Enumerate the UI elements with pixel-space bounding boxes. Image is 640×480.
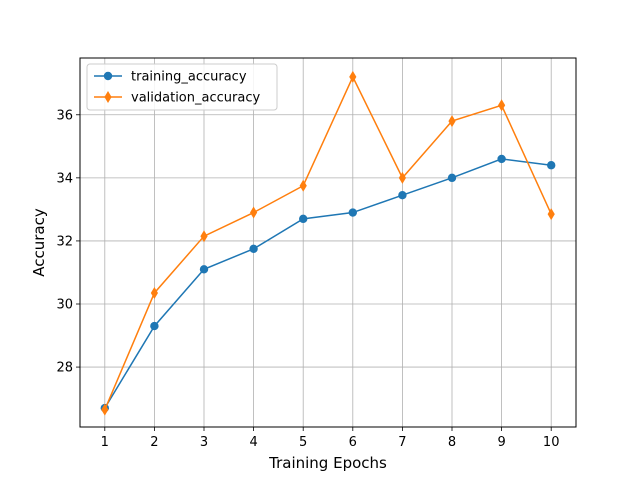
data-point [447, 173, 457, 183]
y-tick-label: 32 [56, 234, 73, 249]
series-training_accuracy [100, 154, 556, 413]
legend-label: validation_accuracy [131, 91, 260, 106]
legend-label: training_accuracy [131, 70, 247, 85]
legend-item: validation_accuracy [94, 91, 260, 106]
plot-frame [79, 57, 577, 428]
x-axis: 1 2 3 4 5 6 7 8 9 10 [101, 427, 560, 450]
data-point [398, 190, 407, 200]
data-point [150, 321, 159, 331]
y-tick-label: 34 [56, 171, 73, 186]
data-point [398, 171, 406, 184]
plot-background [80, 58, 576, 427]
x-tick-label: 1 [101, 435, 109, 450]
legend-box [86, 63, 278, 111]
data-point [497, 154, 506, 164]
data-point [349, 70, 357, 83]
data-point [200, 230, 208, 243]
x-tick-label: 4 [249, 435, 257, 450]
data-point [250, 206, 258, 219]
data-point [498, 99, 506, 112]
x-tick-label: 7 [398, 435, 406, 450]
data-point [547, 161, 556, 170]
y-tick-label: 28 [56, 361, 73, 376]
y-tick-label: 30 [56, 298, 73, 313]
x-tick-label: 8 [448, 435, 456, 450]
legend-marker [104, 91, 112, 103]
legend-marker [103, 71, 113, 81]
data-point [547, 208, 555, 221]
data-point [348, 208, 357, 217]
x-tick-label: 6 [349, 435, 357, 450]
series-validation_accuracy [101, 70, 555, 416]
x-tick-label: 2 [150, 435, 158, 450]
y-axis: 28 30 32 34 36 [56, 108, 80, 376]
series-line [104, 75, 552, 410]
series-line [104, 158, 552, 409]
data-point [448, 115, 456, 128]
y-axis-label: Accuracy [30, 208, 48, 277]
x-tick-label: 9 [497, 435, 505, 450]
data-point [249, 244, 258, 254]
legend-item: training_accuracy [94, 70, 247, 85]
x-tick-label: 10 [543, 435, 560, 450]
y-tick-label: 36 [56, 108, 73, 123]
x-tick-label: 5 [299, 435, 307, 450]
data-point [150, 286, 158, 299]
data-point [101, 403, 109, 416]
data-point [199, 265, 209, 274]
data-point [299, 179, 307, 192]
x-tick-label: 3 [200, 435, 208, 450]
data-point [299, 214, 308, 224]
legend: training_accuracy validation_accuracy [86, 63, 278, 111]
series-layer [100, 70, 556, 416]
x-axis-label: Training Epochs [268, 454, 387, 472]
